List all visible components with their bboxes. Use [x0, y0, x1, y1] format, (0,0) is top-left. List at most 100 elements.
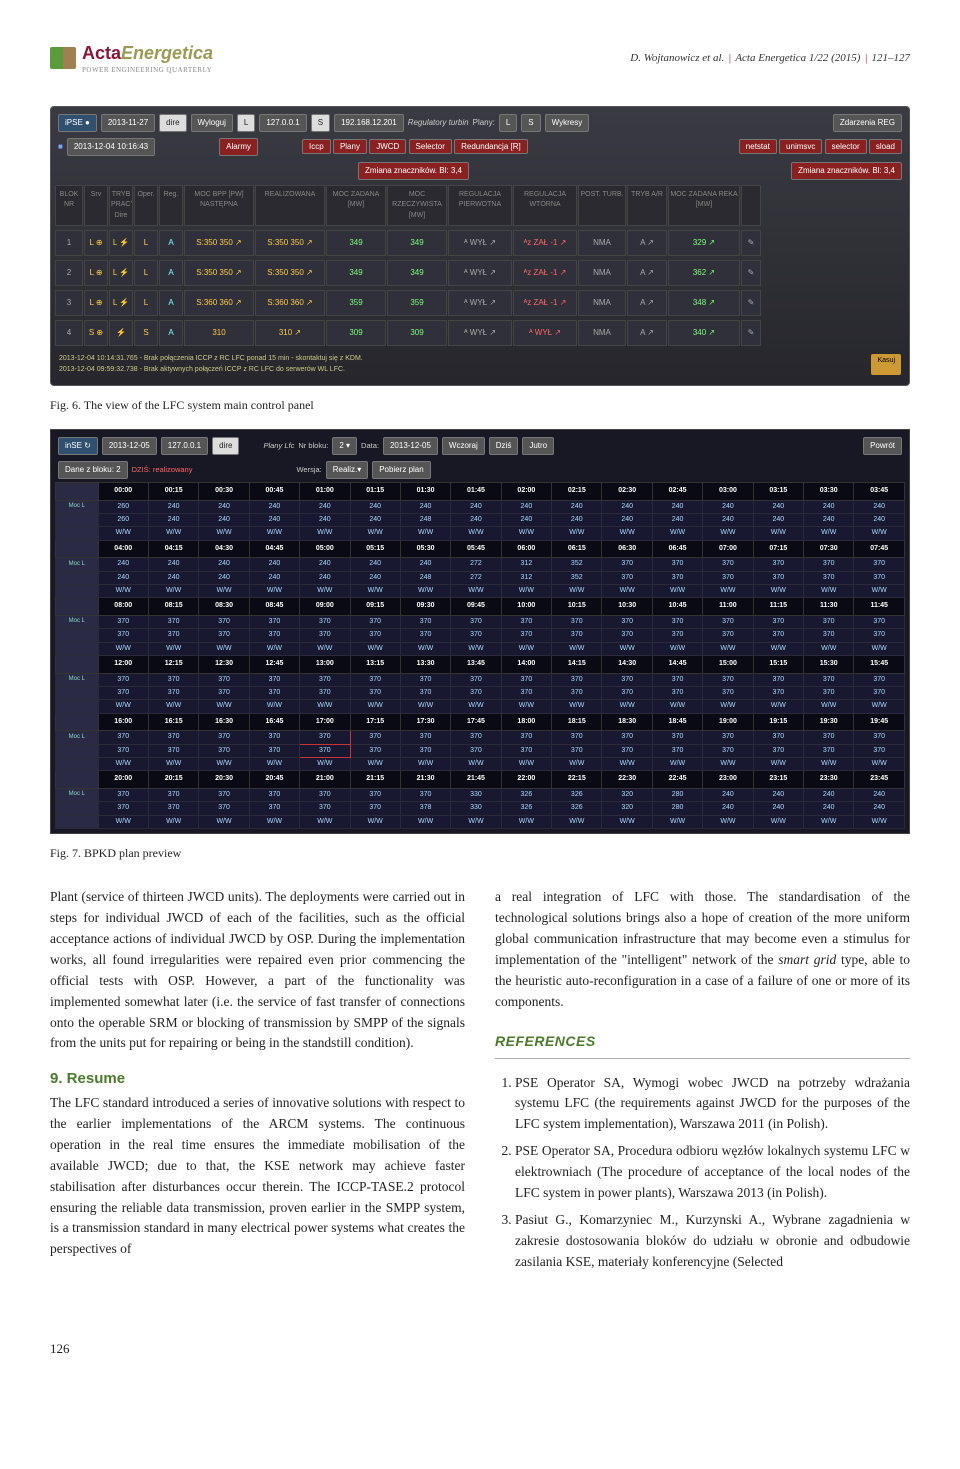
inse-chip[interactable]: inSE ↻	[58, 437, 98, 455]
ctrl-cell: A	[159, 260, 183, 286]
plan-time-header: 06:45	[652, 540, 702, 558]
plan-cell: 370	[300, 744, 350, 757]
plan-cell: 370	[804, 558, 854, 571]
plan-cell: 240	[753, 500, 803, 513]
plan-cell: W/W	[400, 527, 450, 540]
plany-s-button[interactable]: S	[521, 114, 540, 132]
plan-time-header: 17:00	[300, 713, 350, 731]
plan-cell: W/W	[501, 527, 551, 540]
plan-time-header: 20:45	[249, 771, 299, 789]
plan-cell: 240	[753, 802, 803, 815]
footer-msg-1: 2013-12-04 10:14:31.765 - Brak połączeni…	[59, 354, 363, 365]
plan-cell: 240	[854, 513, 905, 526]
ctrl-cell: A ↗	[627, 290, 667, 316]
plan-row-label	[56, 815, 99, 828]
plan-cell: 370	[602, 615, 652, 628]
plan-cell: W/W	[148, 642, 198, 655]
ip2-label: 192.168.12.201	[334, 114, 404, 132]
plan-cell: 370	[350, 788, 400, 801]
ctrl-cell: L ⊕	[84, 230, 108, 256]
plan-cell: 240	[98, 558, 148, 571]
plan-cell: W/W	[300, 527, 350, 540]
jutro-button[interactable]: Jutro	[522, 437, 554, 455]
ctrl-row3: Zmiana znaczników. Bl: 3,4 Zmiana znaczn…	[55, 159, 905, 183]
plan-time-header: 19:30	[804, 713, 854, 731]
plan-cell: 240	[249, 500, 299, 513]
plan-time-header: 04:15	[148, 540, 198, 558]
nrblok-select[interactable]: 2 ▾	[332, 437, 357, 455]
plany-label: Plany:	[473, 117, 495, 129]
plan-cell: W/W	[199, 757, 249, 770]
pobierz-button[interactable]: Pobierz plan	[372, 461, 430, 479]
plany-l-button[interactable]: L	[499, 114, 517, 132]
kasuj-button[interactable]: Kasuj	[871, 354, 901, 375]
plan-cell: 240	[148, 500, 198, 513]
s-toggle[interactable]: S	[311, 114, 330, 132]
plan-time-header: 01:00	[300, 483, 350, 501]
powrot-button[interactable]: Powrót	[863, 437, 902, 455]
ctrl-cell: L	[134, 230, 158, 256]
tag-iccp: Iccp	[302, 139, 331, 154]
plan-cell: 370	[400, 673, 450, 686]
wyloguj-button[interactable]: Wyloguj	[191, 114, 233, 132]
plan-cell: 370	[854, 615, 905, 628]
plan-cell: 370	[703, 629, 753, 642]
plan-time-header: 02:15	[552, 483, 602, 501]
plan-time-header: 09:30	[400, 598, 450, 616]
plan-cell: 272	[451, 571, 501, 584]
lfc-control-panel: iPSE ● 2013-11-27 dire Wyloguj L 127.0.0…	[50, 106, 910, 387]
plan-cell: 370	[199, 686, 249, 699]
plan-cell: W/W	[854, 700, 905, 713]
ipse-chip[interactable]: iPSE ●	[58, 114, 97, 132]
wersja-select[interactable]: Realiz.▾	[326, 461, 368, 479]
plan-cell: 370	[501, 615, 551, 628]
plan-cell: W/W	[703, 527, 753, 540]
plan-cell: 240	[451, 500, 501, 513]
plan-cell: 320	[602, 788, 652, 801]
plan-time-header: 15:15	[753, 656, 803, 674]
cite-journal: Acta Energetica 1/22 (2015)	[735, 52, 860, 64]
plan-row-label: Moc L	[56, 788, 99, 801]
plan-cell: 370	[451, 731, 501, 744]
plan-time-header: 01:30	[400, 483, 450, 501]
plan-time-header: 07:00	[703, 540, 753, 558]
plan-time-header: 18:00	[501, 713, 551, 731]
plan-cell: 240	[804, 788, 854, 801]
plan-cell: 370	[249, 788, 299, 801]
plan-row-label	[56, 540, 99, 558]
plan-row-label: Moc L	[56, 615, 99, 628]
plan-time-header: 14:00	[501, 656, 551, 674]
tag-redund: Redundancja [R]	[454, 139, 528, 154]
plan-cell: 370	[98, 686, 148, 699]
plan-cell: 240	[703, 802, 753, 815]
tag-unimsvc: unimsvc	[779, 139, 822, 154]
plan-cell: 240	[300, 571, 350, 584]
dzis-button[interactable]: Dziś	[489, 437, 519, 455]
ctrl-cell: ᴬz ZAŁ -1 ↗	[513, 290, 577, 316]
plan-cell: 370	[753, 558, 803, 571]
plan-cell: W/W	[300, 700, 350, 713]
plan-time-header: 11:00	[703, 598, 753, 616]
plan-cell: 370	[300, 629, 350, 642]
plan-time-header: 10:30	[602, 598, 652, 616]
plan-cell: 370	[804, 686, 854, 699]
ctrl-cell: 309	[387, 320, 447, 346]
plan-grid: 00:0000:1500:3000:4501:0001:1501:3001:45…	[55, 482, 905, 829]
wczoraj-button[interactable]: Wczoraj	[442, 437, 485, 455]
plan-cell: 352	[552, 558, 602, 571]
logo: ActaEnergetica POWER ENGINEERING QUARTER…	[50, 40, 213, 76]
zdarzenia-button[interactable]: Zdarzenia REG	[833, 114, 902, 132]
l-toggle[interactable]: L	[237, 114, 255, 132]
data-input[interactable]: 2013-12-05	[383, 437, 438, 455]
alarm-button[interactable]: Alarmy	[219, 138, 258, 156]
p3b-smartgrid: smart grid	[778, 952, 836, 967]
plan-time-header: 06:30	[602, 540, 652, 558]
ref-3: Pasiut G., Komarzyniec M., Kurzynski A.,…	[515, 1210, 910, 1273]
plan-time-header: 12:15	[148, 656, 198, 674]
wykresy-button[interactable]: Wykresy	[545, 114, 590, 132]
tag-jwcd: JWCD	[369, 139, 406, 154]
plan-time-header: 12:00	[98, 656, 148, 674]
plan-cell: W/W	[98, 700, 148, 713]
plan-cell: 370	[98, 629, 148, 642]
ctrl-data-row: 3L ⊕L ⚡LAS:360 360 ↗S:360 360 ↗359359ᴬ W…	[55, 288, 905, 318]
